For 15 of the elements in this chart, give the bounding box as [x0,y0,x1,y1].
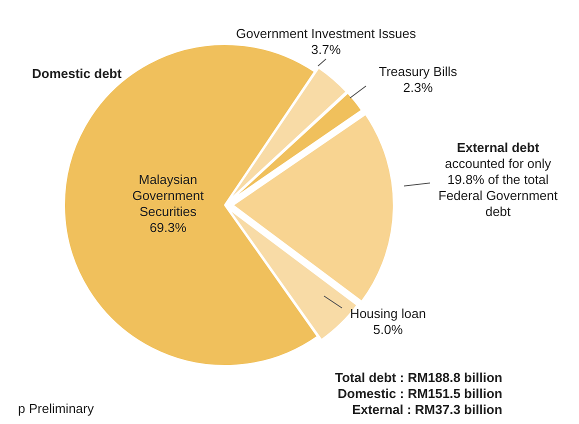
slice-label: Malaysian Government Securities [131,172,205,220]
text: Domestic : RM151.5 billion [336,386,502,402]
text: Total debt : RM188.8 billion [335,370,502,386]
slice-label: Government Investment Issues [236,26,416,42]
data-label: 2.3% [402,80,434,96]
text: External : RM37.3 billion [351,402,502,418]
slice-label: Housing loan [350,306,426,322]
slice-label: External debt [456,140,540,156]
text: accounted for only 19.8% of the total Federal Government debt [437,156,559,220]
slice-label: Treasury Bills [378,64,458,80]
data-label: 69.3% [148,220,188,236]
text: p Preliminary [18,401,94,417]
text: Domestic debt [32,66,122,82]
data-label: 5.0% [372,322,404,338]
data-label: 3.7% [310,42,342,58]
